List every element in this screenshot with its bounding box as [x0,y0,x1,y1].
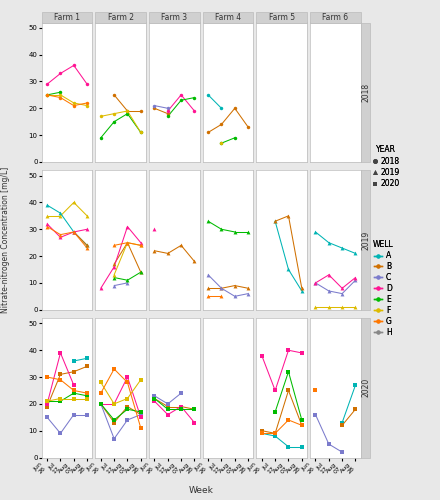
Legend: A, B, C, D, E, F, G, H: A, B, C, D, E, F, G, H [371,239,395,338]
Legend: 2018, 2019, 2020: 2018, 2019, 2020 [371,144,401,190]
Text: 2020: 2020 [361,378,370,398]
Text: Nitrate-nitrogen Concentration [mg/L]: Nitrate-nitrogen Concentration [mg/L] [1,167,10,313]
Text: Farm 6: Farm 6 [323,12,348,22]
Text: Farm 1: Farm 1 [54,12,80,22]
Text: Farm 5: Farm 5 [269,12,295,22]
Text: Farm 4: Farm 4 [215,12,241,22]
Text: 2018: 2018 [361,82,370,102]
Text: 2019: 2019 [361,230,370,250]
Text: Farm 3: Farm 3 [161,12,187,22]
Text: Week: Week [189,486,214,495]
Text: Farm 2: Farm 2 [108,12,134,22]
